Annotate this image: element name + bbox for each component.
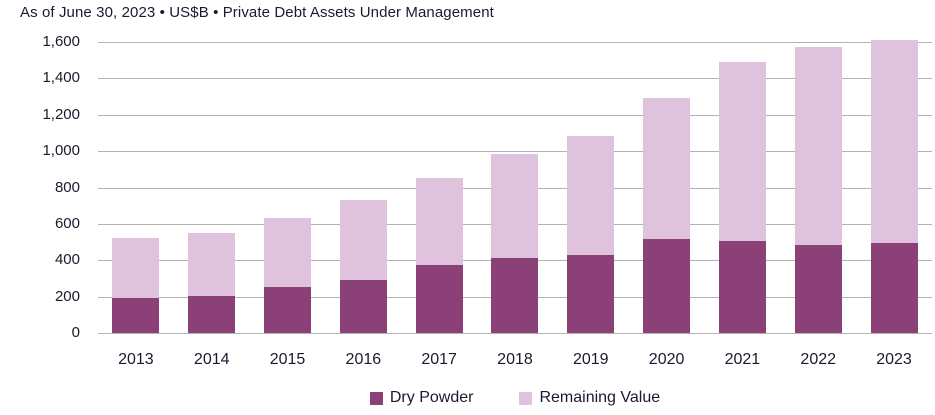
- bar-segment-remaining-value: [794, 46, 842, 245]
- bar-segment-dry-powder: [415, 265, 463, 333]
- bar-segment-remaining-value: [339, 200, 387, 281]
- x-tick-label: 2013: [118, 351, 154, 368]
- x-tick-label: 2018: [497, 351, 533, 368]
- x-tick-label: 2023: [876, 351, 912, 368]
- bar-segment-dry-powder: [870, 242, 918, 333]
- bar-segment-dry-powder: [188, 295, 236, 333]
- bar-group-2016: [325, 42, 401, 333]
- x-tick-label: 2015: [269, 351, 306, 368]
- bar-group-2013: [98, 42, 174, 333]
- bar-stack: [567, 135, 615, 333]
- bar-group-2018: [477, 42, 553, 333]
- bar-segment-dry-powder: [643, 238, 691, 333]
- bar-segment-dry-powder: [339, 280, 387, 333]
- x-tick-label: 2014: [193, 351, 230, 368]
- bar-stack: [718, 62, 766, 333]
- bar-segment-dry-powder: [491, 258, 539, 333]
- y-tick-label: 400: [54, 251, 80, 268]
- chart-title: As of June 30, 2023 • US$B • Private Deb…: [20, 4, 494, 21]
- bar-group-2022: [780, 42, 856, 333]
- bar-group-2015: [250, 42, 326, 333]
- y-axis-tick-labels: 0 200 400 600 800 1,000 1,200 1,400 1,600: [0, 0, 80, 360]
- bar-segment-remaining-value: [643, 97, 691, 239]
- y-tick-label: 600: [54, 215, 80, 232]
- x-tick-label: 2016: [345, 351, 382, 368]
- bar-segment-dry-powder: [794, 244, 842, 333]
- bar-group-2019: [553, 42, 629, 333]
- y-tick-label: 200: [54, 288, 80, 305]
- gridline: [98, 78, 932, 79]
- bar-segment-remaining-value: [718, 62, 766, 242]
- bar-stack: [112, 238, 160, 333]
- bar-stack: [794, 46, 842, 333]
- y-tick-label: 1,400: [42, 69, 80, 86]
- y-tick-label: 800: [54, 179, 80, 196]
- gridline: [98, 333, 932, 334]
- legend-label-dry-powder: Dry Powder: [389, 389, 474, 406]
- bar-stack: [188, 232, 236, 333]
- x-axis-tick-labels: 2013 2014 2015 2016 2017 2018 2019 2020 2021 2022…: [98, 351, 932, 369]
- bar-group-2020: [629, 42, 705, 333]
- bar-segment-remaining-value: [188, 232, 236, 296]
- legend-item-remaining-value: Remaining Value: [519, 389, 660, 407]
- bar-segment-dry-powder: [718, 241, 766, 333]
- bar-segment-remaining-value: [567, 135, 615, 255]
- bar-group-2023: [856, 40, 932, 333]
- x-tick-label: 2019: [572, 351, 609, 368]
- legend-swatch-dry-powder-icon: [369, 391, 383, 405]
- x-tick-label: 2021: [724, 351, 761, 368]
- bar-segment-remaining-value: [491, 154, 539, 259]
- legend-swatch-remaining-value-icon: [519, 391, 533, 405]
- legend-item-dry-powder: Dry Powder: [369, 389, 474, 407]
- plot-area: [98, 40, 932, 334]
- y-tick-label: 1,200: [42, 106, 80, 123]
- bar-stack: [264, 217, 312, 333]
- y-tick-label: 0: [71, 324, 80, 341]
- legend-label-remaining-value: Remaining Value: [539, 389, 661, 406]
- bar-group-2017: [401, 42, 477, 333]
- bar-segment-remaining-value: [264, 217, 312, 288]
- gridline: [98, 42, 932, 43]
- bar-segment-remaining-value: [870, 40, 918, 243]
- bars-row: [98, 40, 932, 333]
- gridline: [98, 151, 932, 152]
- bar-group-2021: [705, 42, 781, 333]
- legend: Dry Powder Remaining Value: [98, 389, 932, 407]
- x-tick-label: 2022: [800, 351, 837, 368]
- y-tick-label: 1,000: [42, 142, 80, 159]
- bar-stack: [870, 40, 918, 333]
- x-tick-label: 2017: [421, 351, 457, 368]
- x-tick-label: 2020: [648, 351, 685, 368]
- bar-segment-dry-powder: [567, 254, 615, 333]
- bar-segment-dry-powder: [264, 287, 312, 333]
- gridline: [98, 115, 932, 116]
- bar-group-2014: [174, 42, 250, 333]
- bar-segment-remaining-value: [112, 238, 160, 299]
- bar-segment-remaining-value: [415, 177, 463, 266]
- bar-stack: [339, 200, 387, 333]
- bar-stack: [415, 177, 463, 333]
- y-tick-label: 1,600: [42, 33, 80, 50]
- bar-stack: [491, 154, 539, 333]
- bar-stack: [643, 97, 691, 333]
- bar-segment-dry-powder: [112, 298, 160, 333]
